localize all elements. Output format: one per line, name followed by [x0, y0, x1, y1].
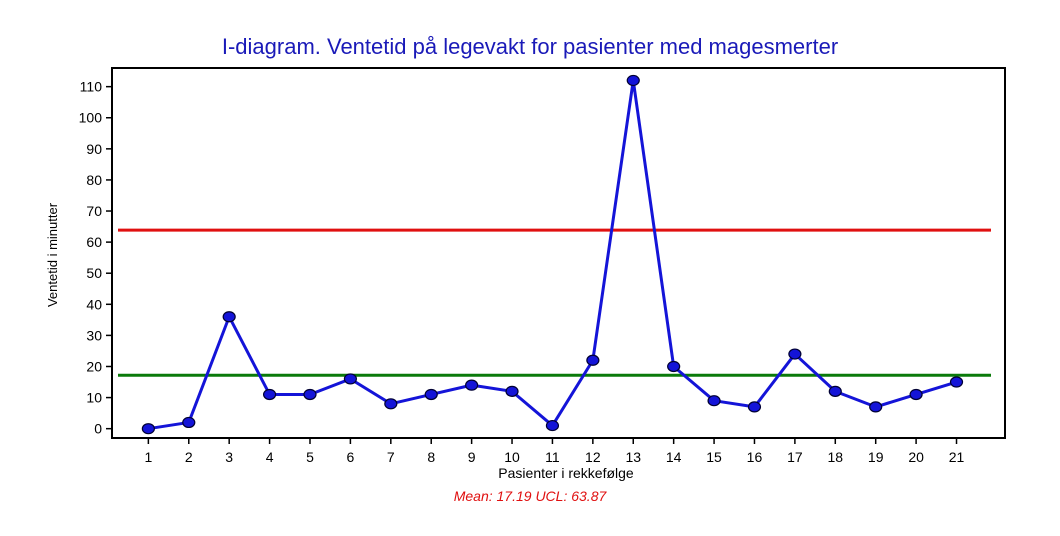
x-axis: 1 2 3 4 5 6 7 8 9 10 11 12 13 14 15 16 17 18 19 20 21	[144, 438, 965, 465]
y-tick-label: 90	[86, 141, 102, 157]
x-tick-label: 19	[868, 449, 884, 465]
y-tick-label: 0	[94, 421, 102, 437]
data-point	[747, 401, 762, 413]
y-tick-label: 20	[86, 358, 102, 374]
x-tick-label: 4	[266, 449, 274, 465]
data-point	[545, 419, 560, 432]
y-tick-label: 100	[79, 110, 103, 126]
x-tick-label: 9	[468, 449, 476, 465]
x-tick-label: 10	[504, 449, 520, 465]
series-layer	[141, 74, 964, 435]
x-tick-label: 20	[908, 449, 924, 465]
x-tick-label: 17	[787, 449, 803, 465]
x-tick-label: 2	[185, 449, 193, 465]
data-point	[303, 388, 317, 401]
x-tick-label: 5	[306, 449, 314, 465]
x-tick-label: 21	[949, 449, 965, 465]
mean-ucl-annotation: Mean: 17.19 UCL: 63.87	[453, 488, 607, 504]
data-point	[222, 311, 236, 323]
x-tick-label: 11	[545, 449, 560, 465]
x-tick-label: 15	[706, 449, 722, 465]
data-point	[909, 388, 923, 401]
data-point	[384, 398, 398, 410]
y-tick-label: 10	[86, 390, 102, 406]
y-tick-label: 30	[86, 327, 102, 343]
data-point	[626, 74, 640, 87]
data-point	[262, 388, 277, 401]
x-tick-label: 7	[387, 449, 395, 465]
data-point	[343, 373, 358, 385]
reference-lines	[118, 228, 991, 377]
data-point	[141, 423, 155, 435]
chart-title: I-diagram. Ventetid på legevakt for pasi…	[221, 34, 839, 59]
data-point	[788, 348, 802, 360]
y-tick-label: 110	[80, 79, 103, 95]
data-point	[505, 385, 519, 397]
y-tick-label: 60	[86, 234, 102, 250]
y-axis: 0 10 20 30 40 50 60 70 80 90 100 110	[79, 79, 112, 437]
y-tick-label: 40	[86, 296, 102, 312]
x-tick-label: 8	[427, 449, 435, 465]
x-tick-label: 18	[828, 449, 844, 465]
data-point	[465, 379, 479, 391]
data-point	[667, 360, 681, 373]
x-tick-label: 1	[144, 449, 152, 465]
x-tick-label: 3	[225, 449, 233, 465]
x-tick-label: 13	[625, 449, 641, 465]
x-tick-label: 6	[347, 449, 355, 465]
plot-frame	[111, 67, 1006, 439]
x-tick-label: 12	[585, 449, 601, 465]
data-point	[828, 385, 842, 397]
y-tick-label: 80	[86, 172, 102, 188]
x-axis-label: Pasienter i rekkefølge	[498, 465, 634, 481]
data-point	[869, 401, 883, 413]
y-tick-label: 50	[86, 265, 102, 281]
data-point	[424, 388, 438, 401]
data-point	[707, 395, 721, 407]
data-point	[182, 416, 196, 429]
x-tick-label: 14	[666, 449, 682, 465]
data-point	[949, 376, 964, 388]
y-tick-label: 70	[86, 203, 102, 219]
data-point	[586, 354, 600, 366]
y-axis-label: Ventetid i minutter	[45, 202, 60, 307]
x-tick-label: 16	[747, 449, 763, 465]
